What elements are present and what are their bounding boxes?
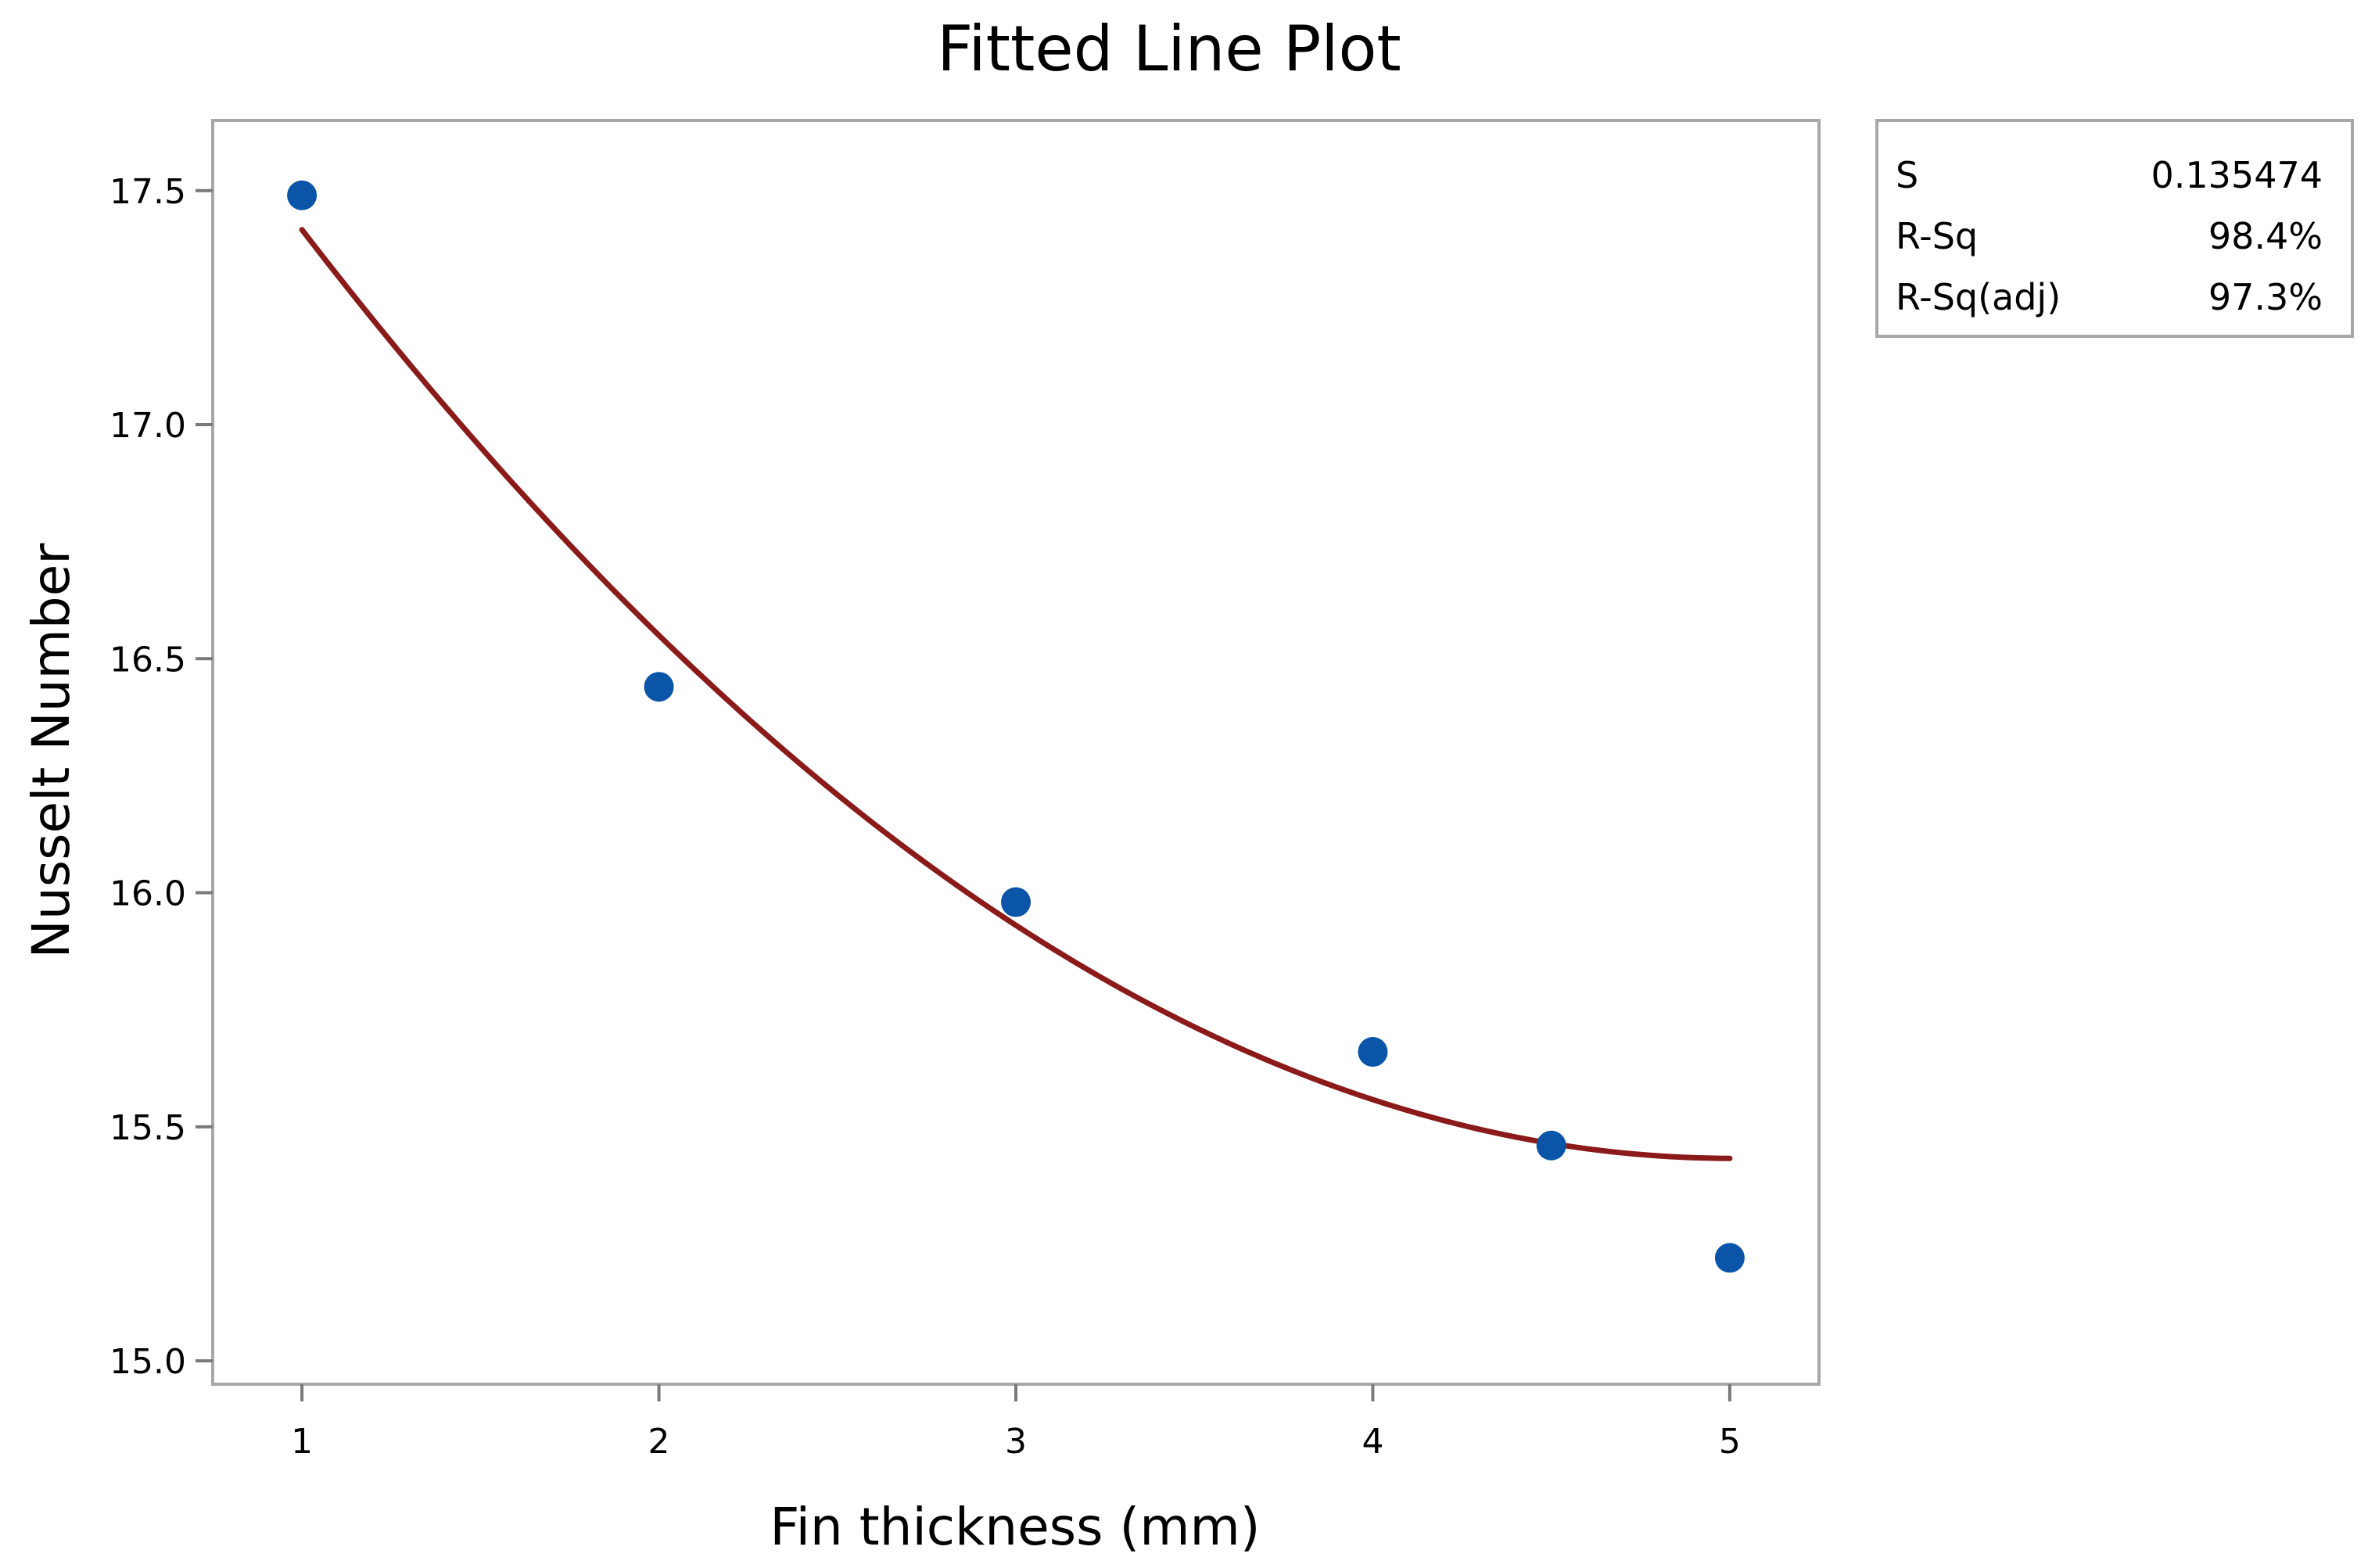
chart-title: Fitted Line Plot	[937, 13, 1401, 85]
data-points	[287, 180, 1745, 1273]
stat-value-s: 0.135474	[2151, 154, 2323, 196]
stat-value-r-sq: 98.4%	[2208, 215, 2323, 257]
x-tick-label: 5	[1719, 1422, 1741, 1462]
y-tick-label: 16.0	[109, 874, 186, 914]
x-tick-label: 4	[1362, 1422, 1383, 1462]
y-tick-label: 15.0	[109, 1342, 186, 1382]
plot-frame	[211, 119, 1821, 1386]
data-point	[287, 180, 318, 210]
data-point	[1536, 1130, 1566, 1161]
y-tick-label: 17.0	[109, 406, 186, 446]
data-point	[644, 672, 674, 702]
stats-box-frame	[1875, 119, 2354, 338]
stats-box: S 0.135474 R-Sq 98.4% R-Sq(adj) 97.3%	[1875, 119, 2354, 338]
x-axis-label: Fin thickness (mm)	[770, 1497, 1260, 1557]
data-point	[1714, 1243, 1745, 1273]
y-tick-label: 15.5	[109, 1108, 186, 1148]
x-tick-label: 2	[648, 1422, 670, 1462]
y-tick-label: 17.5	[109, 172, 186, 212]
x-tick-label: 3	[1005, 1422, 1027, 1462]
y-axis-label: Nusselt Number	[21, 543, 81, 959]
fitted-curve	[299, 227, 1733, 1161]
y-axis: 15.0 15.5 16.0 16.5 17.0 17.5	[109, 172, 213, 1382]
stat-value-r-sq-adj: 97.3%	[2208, 276, 2323, 318]
data-point	[1001, 887, 1031, 917]
x-axis: 1 2 3 4 5	[291, 1384, 1741, 1462]
y-tick-label: 16.5	[109, 640, 186, 680]
stat-label-s: S	[1896, 154, 1918, 196]
data-point	[1358, 1037, 1388, 1067]
stat-label-r-sq: R-Sq	[1896, 215, 1978, 257]
stat-label-r-sq-adj: R-Sq(adj)	[1896, 276, 2061, 318]
x-tick-label: 1	[291, 1422, 313, 1462]
